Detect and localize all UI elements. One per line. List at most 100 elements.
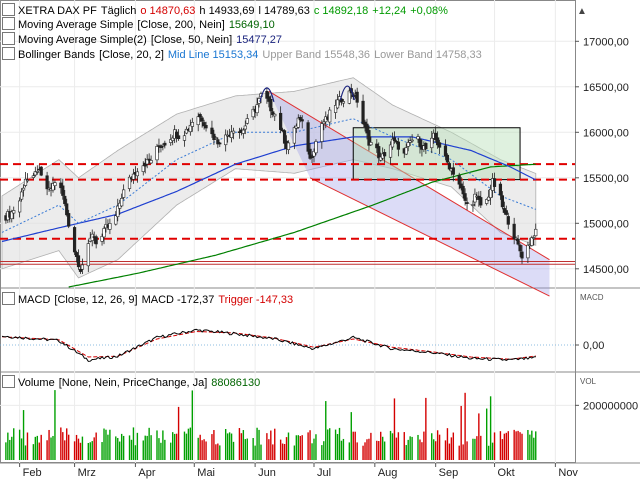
candle-body [306, 122, 310, 152]
candle-body [74, 252, 79, 258]
candle-body [335, 99, 340, 109]
candle-body [418, 138, 422, 148]
volume-params: [None, Nein, PriceChange, Ja] [58, 377, 208, 389]
candle-body [196, 116, 200, 126]
candle-body [410, 139, 414, 142]
candle-body [300, 119, 304, 122]
candle-body [312, 151, 316, 157]
collapse-chevron-icon: ▲ [577, 6, 587, 17]
candle-body [19, 191, 24, 200]
candle-body [86, 243, 90, 267]
candle-body [80, 264, 85, 270]
candle-body [51, 183, 55, 191]
candle-body [251, 108, 255, 118]
candle-body [473, 193, 477, 203]
candle-body [530, 237, 534, 246]
candle-body [175, 131, 179, 139]
candle-body [369, 142, 373, 146]
candle-body [390, 138, 395, 148]
candle-body [347, 90, 351, 104]
candle-body [72, 227, 77, 253]
candle-body [314, 141, 318, 154]
candle-body [182, 135, 187, 141]
candle-body [61, 185, 65, 196]
price-header: XETRA DAX PF Täglich o 14870,63 h 14933,69 l… [2, 3, 452, 19]
candle-body [190, 122, 194, 127]
close-value: c 14892,18 [313, 5, 369, 17]
candle-body [514, 237, 518, 240]
candle-body [322, 121, 326, 125]
candle-body [184, 128, 189, 134]
top-marker-arc [339, 85, 355, 101]
color-swatch-icon [2, 3, 15, 16]
candle-body [286, 142, 291, 150]
candle-body [25, 179, 30, 182]
ma50-value: 15477,27 [236, 34, 283, 46]
ma50-legend: Moving Average Simple(2) [Close, 50, Nein… [2, 32, 286, 48]
y-tick-label: 16500,00 [583, 82, 629, 94]
candle-body [436, 137, 440, 146]
candle-body [271, 111, 275, 116]
macd-label: MACD [18, 294, 51, 306]
bb-params: [Close, 20, 2] [99, 49, 164, 61]
candle-body [471, 204, 475, 206]
candle-body [243, 125, 247, 130]
macd-legend: MACD [Close, 12, 26, 9] MACD -172,37 Trigge… [2, 292, 297, 308]
candle-body [100, 236, 104, 242]
candle-body [116, 205, 120, 217]
candle-body [437, 142, 442, 148]
candle-body [171, 137, 175, 141]
candle-body [361, 100, 365, 125]
candle-body [39, 166, 43, 176]
candle-body [141, 165, 145, 172]
candle-body [445, 154, 450, 163]
candle-body [31, 175, 35, 178]
candle-body [229, 131, 234, 138]
candle-body [35, 171, 39, 173]
candle-body [63, 195, 67, 205]
candle-body [308, 148, 312, 159]
candle-body [379, 156, 383, 161]
candle-body [365, 123, 369, 134]
volume-swatch-icon [2, 375, 15, 388]
candle-body [341, 101, 346, 104]
candle-body [212, 133, 216, 140]
candle-body [367, 130, 371, 146]
candle-body [492, 178, 497, 187]
candle-body [161, 144, 165, 147]
bb-label: Bollinger Bands [18, 49, 96, 61]
x-tick-label: Sep [439, 467, 459, 479]
candle-body [320, 123, 324, 142]
candle-body [434, 132, 438, 140]
candle-body [269, 99, 273, 112]
bb-legend: Bollinger Bands [Close, 20, 2] Mid Line 15… [2, 47, 486, 63]
candle-body [408, 140, 412, 143]
candle-body [328, 109, 332, 123]
ma200-swatch-icon [2, 17, 15, 30]
candle-body [67, 213, 71, 227]
bb-upper-value: Upper Band 15548,36 [262, 49, 371, 61]
high-value: h 14933,69 [199, 5, 255, 17]
candle-body [204, 125, 208, 129]
candle-body [122, 189, 126, 198]
candle-body [33, 171, 37, 176]
ma50-label: Moving Average Simple(2) [18, 34, 147, 46]
candle-body [388, 144, 393, 158]
channel-upper-line [268, 90, 550, 261]
candle-body [355, 91, 359, 103]
candle-body [520, 251, 524, 259]
x-tick-label: Jun [258, 467, 276, 479]
candle-body [406, 142, 410, 147]
macd-line [1, 328, 536, 362]
candle-body [296, 117, 300, 128]
trend-channel-area [268, 91, 550, 297]
candle-body [532, 237, 536, 239]
candle-body [457, 175, 461, 185]
candle-body [12, 210, 16, 214]
candle-body [489, 189, 493, 199]
y-tick-label: 17000,00 [583, 36, 629, 48]
macd-tick-label: 0,00 [583, 340, 604, 352]
y-tick-label: 16000,00 [583, 127, 629, 139]
candle-body [157, 145, 161, 147]
